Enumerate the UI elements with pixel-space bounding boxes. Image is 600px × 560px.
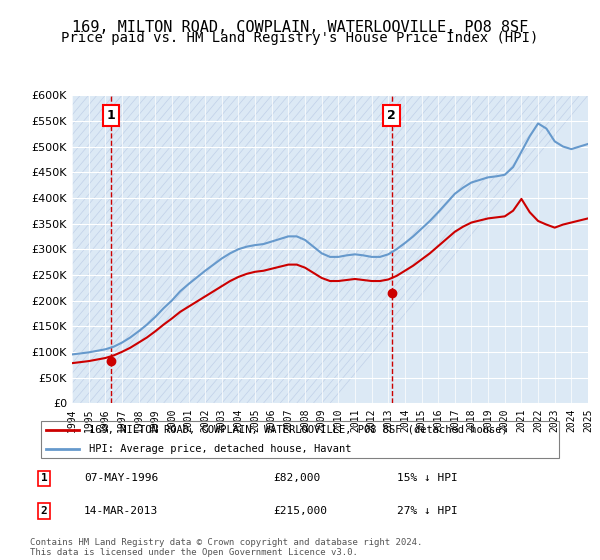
Text: 1: 1 (41, 473, 47, 483)
Text: 2: 2 (41, 506, 47, 516)
Text: £215,000: £215,000 (273, 506, 327, 516)
Text: Contains HM Land Registry data © Crown copyright and database right 2024.
This d: Contains HM Land Registry data © Crown c… (30, 538, 422, 557)
Text: 1: 1 (107, 109, 115, 122)
Bar (41, 421, 559, 459)
Text: £82,000: £82,000 (273, 473, 320, 483)
Text: 27% ↓ HPI: 27% ↓ HPI (397, 506, 458, 516)
Text: 15% ↓ HPI: 15% ↓ HPI (397, 473, 458, 483)
Text: Price paid vs. HM Land Registry's House Price Index (HPI): Price paid vs. HM Land Registry's House … (61, 31, 539, 45)
Text: 169, MILTON ROAD, COWPLAIN, WATERLOOVILLE, PO8 8SF (detached house): 169, MILTON ROAD, COWPLAIN, WATERLOOVILL… (89, 424, 508, 435)
Text: 169, MILTON ROAD, COWPLAIN, WATERLOOVILLE, PO8 8SF: 169, MILTON ROAD, COWPLAIN, WATERLOOVILL… (72, 20, 528, 35)
Text: 07-MAY-1996: 07-MAY-1996 (84, 473, 158, 483)
Text: 14-MAR-2013: 14-MAR-2013 (84, 506, 158, 516)
Text: 2: 2 (387, 109, 396, 122)
Text: HPI: Average price, detached house, Havant: HPI: Average price, detached house, Hava… (89, 445, 352, 455)
